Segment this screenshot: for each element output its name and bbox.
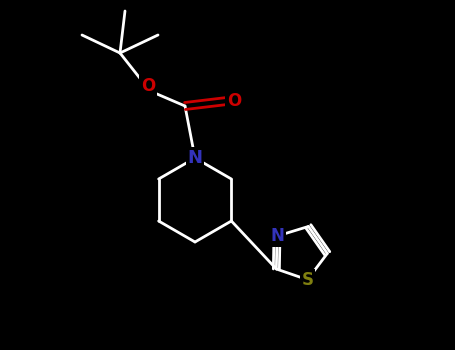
- Text: N: N: [270, 227, 284, 245]
- Text: O: O: [141, 77, 155, 95]
- Text: S: S: [302, 271, 313, 289]
- Text: O: O: [227, 92, 241, 110]
- Text: N: N: [187, 149, 202, 167]
